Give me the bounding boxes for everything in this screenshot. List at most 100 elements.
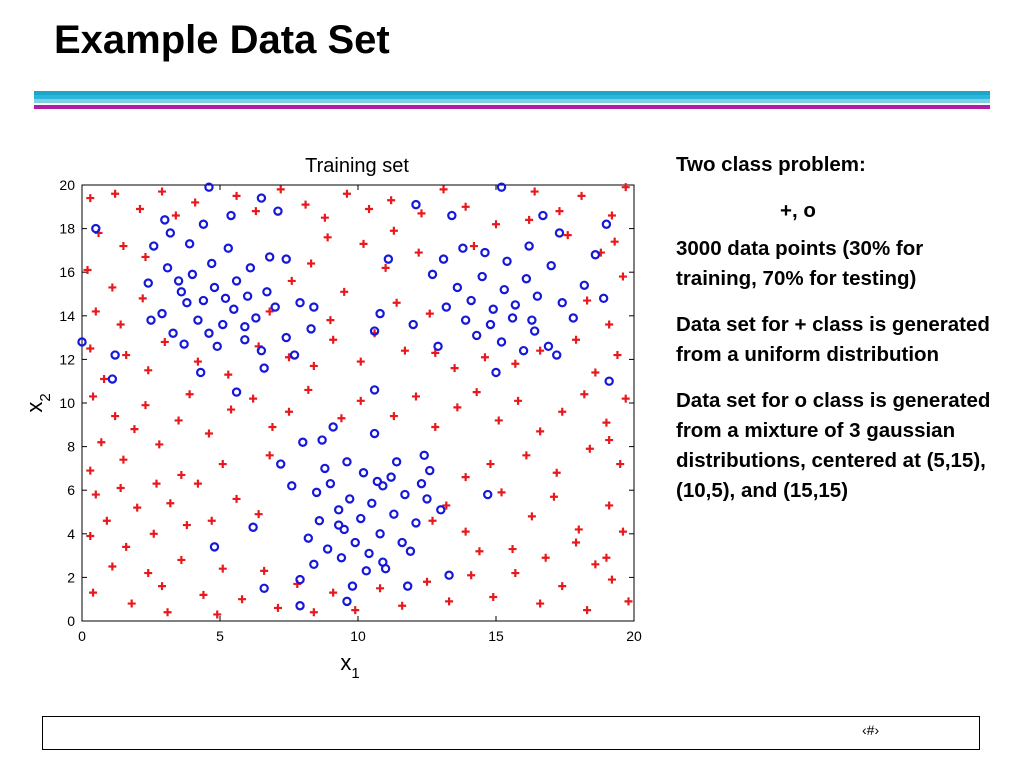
o-class-point	[231, 276, 242, 286]
plus-class-point	[171, 211, 180, 220]
plus-class-point	[356, 396, 365, 405]
plus-class-point	[326, 316, 335, 325]
y-tick-label: 12	[59, 351, 75, 367]
o-class-point	[226, 210, 236, 221]
plus-class-point	[351, 606, 360, 615]
o-class-point	[538, 210, 548, 221]
o-class-point	[157, 308, 167, 319]
plus-class-point	[511, 359, 520, 368]
o-class-point	[229, 304, 239, 314]
plus-class-point	[453, 403, 462, 412]
plus-class-point	[329, 335, 338, 344]
plus-class-point	[365, 204, 374, 213]
note-symbols: +, o	[780, 199, 816, 222]
o-class-point	[162, 263, 173, 273]
plus-class-point	[618, 272, 627, 281]
plus-class-point	[340, 287, 349, 296]
o-class-point	[496, 337, 507, 347]
o-class-point	[369, 326, 380, 336]
o-class-point	[491, 367, 501, 378]
o-class-point	[369, 385, 380, 395]
o-class-point	[433, 341, 443, 352]
o-class-point	[306, 324, 316, 334]
plus-class-point	[309, 608, 318, 617]
o-class-point	[422, 494, 432, 504]
plus-class-point	[254, 510, 263, 519]
plus-class-point	[469, 242, 478, 251]
plus-class-point	[130, 425, 139, 434]
o-class-point	[314, 516, 325, 526]
plus-class-point	[119, 242, 128, 251]
plus-class-point	[102, 516, 111, 525]
plus-class-point	[494, 416, 503, 425]
o-class-point	[333, 505, 344, 515]
o-class-point	[173, 276, 184, 286]
y-axis-label-subscript: 2	[37, 393, 54, 401]
plus-class-point	[514, 396, 523, 405]
plus-class-point	[100, 375, 109, 384]
o-class-point	[350, 537, 360, 548]
plus-class-point	[116, 320, 125, 329]
o-class-point	[554, 228, 565, 238]
slide-notes: Two class problem: +, o 3000 data points…	[676, 150, 1006, 522]
plus-class-point	[359, 239, 368, 248]
o-class-point	[262, 287, 272, 297]
plus-class-point	[552, 468, 561, 477]
o-class-point	[502, 256, 512, 267]
plus-class-point	[613, 351, 622, 360]
o-class-point	[477, 271, 487, 282]
plus-class-point	[320, 213, 329, 222]
plus-class-point	[605, 436, 614, 445]
plus-class-point	[232, 191, 241, 200]
o-class-point	[598, 293, 609, 304]
o-class-point	[160, 215, 170, 225]
o-class-point	[256, 345, 267, 356]
o-class-point	[281, 254, 291, 264]
plus-class-point	[86, 531, 95, 540]
o-class-point	[408, 319, 418, 330]
plus-class-point	[583, 606, 592, 615]
o-class-point	[207, 258, 217, 269]
plus-class-point	[411, 392, 420, 401]
plus-class-point	[108, 283, 117, 292]
y-tick-label: 4	[67, 526, 75, 542]
plus-class-point	[549, 492, 558, 501]
o-class-point	[240, 335, 250, 345]
plus-class-point	[152, 479, 161, 488]
plus-class-point	[135, 204, 144, 213]
plus-class-point	[577, 191, 586, 200]
o-class-point	[527, 315, 537, 325]
o-class-point	[309, 559, 319, 570]
o-class-point	[295, 298, 305, 308]
o-class-point	[524, 241, 534, 251]
note-o-class: Data set for o class is generated from a…	[676, 389, 991, 502]
y-tick-label: 16	[59, 264, 75, 280]
o-class-point	[364, 548, 374, 559]
plus-class-point	[337, 414, 346, 423]
plus-class-point	[605, 320, 614, 329]
plus-class-point	[585, 444, 594, 453]
plus-class-point	[431, 422, 440, 431]
o-class-point	[361, 566, 371, 576]
plus-class-point	[467, 571, 476, 580]
x-tick-label: 5	[216, 628, 224, 644]
o-class-point	[471, 330, 482, 341]
y-tick-label: 2	[67, 569, 75, 585]
plus-class-point	[89, 588, 98, 597]
plus-class-point	[141, 252, 150, 261]
plus-class-point	[144, 366, 153, 375]
x-tick-label: 20	[626, 628, 642, 644]
o-class-point	[240, 321, 250, 332]
plus-class-point	[191, 198, 200, 207]
plus-class-point	[193, 357, 202, 366]
o-class-point	[209, 282, 220, 293]
o-class-point	[356, 513, 366, 524]
plus-class-point	[122, 351, 131, 360]
plus-class-point	[591, 368, 600, 377]
plus-class-point	[497, 488, 506, 497]
o-class-point	[220, 293, 231, 304]
plus-class-point	[287, 276, 296, 285]
plus-class-point	[610, 237, 619, 246]
plus-class-point	[119, 455, 128, 464]
plus-class-point	[618, 527, 627, 536]
